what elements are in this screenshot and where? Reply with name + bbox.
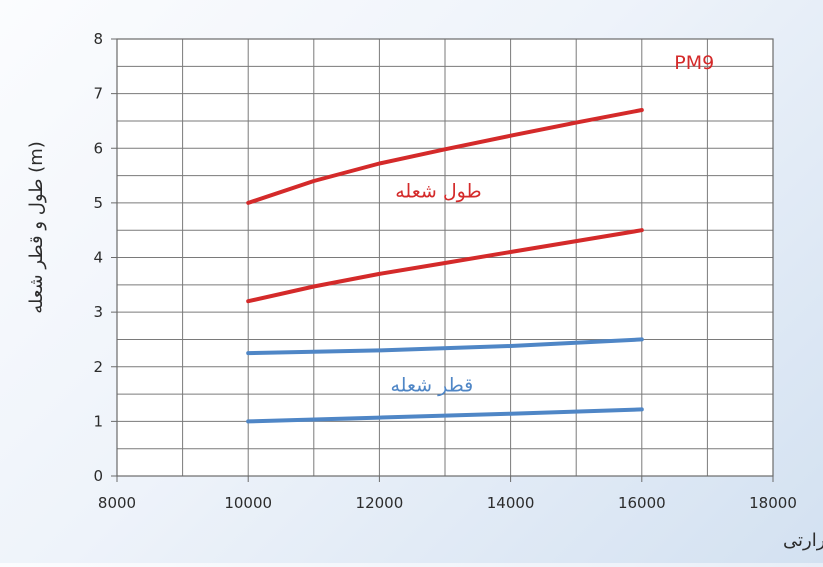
series-line-3 — [246, 337, 644, 356]
y-tick-label: 5 — [93, 194, 103, 212]
y-tick-label: 4 — [93, 249, 103, 267]
x-tick-label: 8000 — [98, 494, 136, 512]
y-tick-label: 8 — [93, 30, 103, 48]
chart-annotation: قطر شعله — [390, 374, 473, 396]
x-axis-title: (kW) ظرفیت حرارتی — [783, 530, 823, 551]
series-line-4 — [246, 407, 644, 424]
y-axis-title: (m) طول و قطر شعله — [26, 141, 47, 314]
y-tick-label: 6 — [93, 139, 103, 157]
x-tick-label: 14000 — [487, 494, 535, 512]
x-tick-label: 16000 — [618, 494, 666, 512]
series-line-1 — [246, 108, 644, 205]
y-tick-label: 2 — [93, 358, 103, 376]
chart-annotation: طول شعله — [395, 180, 481, 202]
y-tick-label: 7 — [93, 85, 103, 103]
y-tick-label: 1 — [93, 412, 103, 430]
series-line-2 — [246, 228, 644, 304]
x-tick-label: 12000 — [356, 494, 404, 512]
y-tick-label: 3 — [93, 303, 103, 321]
chart-annotation: PM9 — [674, 52, 714, 74]
x-tick-label: 18000 — [749, 494, 797, 512]
x-tick-label: 10000 — [224, 494, 272, 512]
y-tick-label: 0 — [93, 467, 103, 485]
